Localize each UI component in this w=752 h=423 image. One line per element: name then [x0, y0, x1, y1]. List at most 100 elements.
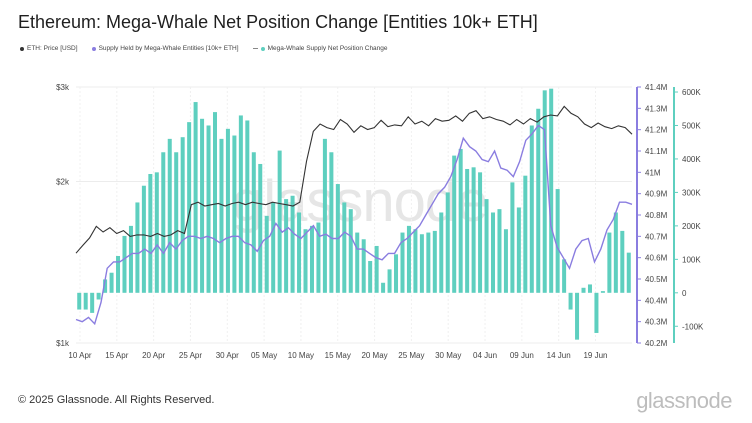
bar-net-position	[187, 122, 192, 293]
mid-axis-tick-label: 40.8M	[645, 211, 668, 220]
bar-net-position	[148, 174, 153, 293]
bar-net-position	[394, 254, 399, 293]
bar-net-position	[490, 212, 496, 293]
mid-axis-tick-label: 40.6M	[645, 254, 668, 263]
bar-net-position	[116, 255, 121, 293]
bar-net-position	[432, 230, 437, 293]
x-axis-tick-label: 09 Jun	[510, 351, 534, 360]
bar-net-position	[277, 150, 282, 293]
bar-net-position	[568, 292, 573, 310]
x-axis-tick-label: 20 May	[361, 351, 387, 360]
bar-net-position	[555, 189, 560, 293]
x-axis-tick-label: 04 Jun	[473, 351, 497, 360]
bar-net-position	[529, 125, 534, 293]
left-axis-tick-label: $3k	[56, 83, 70, 92]
bar-net-position	[413, 229, 418, 293]
bar-net-position	[232, 135, 237, 293]
mid-axis-tick-label: 41.1M	[645, 147, 668, 156]
bar-net-position	[245, 120, 250, 293]
legend-item-price[interactable]: ETH: Price [USD]	[20, 45, 78, 52]
bar-net-position	[206, 125, 211, 293]
x-axis-tick-label: 25 May	[398, 351, 424, 360]
bar-net-position	[406, 225, 411, 293]
bar-net-position	[122, 235, 127, 293]
bar-net-position	[575, 292, 580, 340]
x-axis-tick-label: 30 May	[435, 351, 461, 360]
right-axis-tick-label: 100K	[682, 255, 701, 264]
bar-net-position	[180, 137, 185, 293]
right-axis-tick-label: 400K	[682, 155, 701, 164]
bar-net-position	[471, 167, 476, 293]
bar-net-position	[549, 88, 554, 293]
bar-net-position	[510, 182, 515, 293]
mid-axis-tick-label: 41.3M	[645, 104, 668, 113]
copyright-footer: © 2025 Glassnode. All Rights Reserved.	[18, 394, 215, 406]
bar-net-position	[458, 148, 463, 293]
bar-net-position	[400, 232, 405, 293]
bar-net-position	[587, 284, 592, 293]
chart-title: Ethereum: Mega-Whale Net Position Change…	[18, 12, 538, 32]
bar-net-position	[161, 152, 166, 293]
bar-net-position	[154, 172, 159, 293]
bar-net-position	[77, 292, 82, 310]
legend-item-net-position[interactable]: Mega-Whale Supply Net Position Change	[252, 45, 388, 52]
right-axis-tick-label: 200K	[682, 222, 701, 231]
mid-axis-tick-label: 40.9M	[645, 190, 668, 199]
bar-net-position	[174, 152, 179, 293]
bar-net-position	[497, 209, 502, 293]
bar-net-position	[96, 292, 101, 300]
bar-net-position	[503, 229, 508, 293]
bar-net-position	[620, 230, 625, 293]
bar-net-position	[581, 287, 586, 293]
left-axis-tick-label: $2k	[56, 177, 70, 186]
bar-net-position	[465, 168, 470, 293]
x-axis-tick-label: 25 Apr	[179, 351, 202, 360]
right-axis-tick-label: 500K	[682, 121, 701, 130]
bar-net-position	[536, 108, 541, 293]
bar-net-position	[290, 195, 295, 293]
x-axis-tick-label: 05 May	[251, 351, 277, 360]
mid-axis-tick-label: 40.4M	[645, 296, 668, 305]
brand-logo: glassnode	[636, 388, 732, 413]
x-axis-tick-label: 14 Jun	[547, 351, 571, 360]
bar-net-position	[238, 115, 243, 293]
bar-net-position	[141, 185, 146, 293]
bar-net-position	[225, 128, 230, 293]
bar-net-position	[626, 252, 631, 293]
bar-net-position	[329, 152, 334, 293]
bar-net-position	[322, 138, 327, 293]
bar-net-position	[303, 229, 308, 293]
series-line-supply	[75, 124, 633, 326]
bar-net-position	[284, 199, 289, 293]
bar-net-position	[381, 282, 386, 293]
bar-net-position	[419, 234, 424, 293]
bar-net-position	[212, 112, 218, 293]
legend-item-supply[interactable]: Supply Held by Mega-Whale Entities [10k+…	[91, 45, 239, 52]
right-axis-tick-label: 0	[682, 289, 687, 298]
mid-axis-tick-label: 40.2M	[645, 339, 668, 348]
legend-label-supply: Supply Held by Mega-Whale Entities [10k+…	[98, 45, 239, 52]
legend-swatch-net-position	[260, 46, 265, 51]
bar-net-position	[523, 175, 528, 293]
bar-net-position	[355, 232, 360, 293]
bar-net-position	[600, 291, 605, 293]
bar-net-position	[607, 232, 612, 293]
bar-net-position	[452, 155, 457, 293]
bar-net-position	[251, 152, 256, 293]
x-axis-tick-label: 15 Apr	[105, 351, 128, 360]
x-axis-tick-label: 19 Jun	[583, 351, 607, 360]
bar-net-position	[542, 90, 547, 293]
legend: ETH: Price [USD] Supply Held by Mega-Wha…	[20, 45, 388, 52]
bar-net-position	[374, 245, 379, 293]
bar-net-position	[258, 163, 263, 293]
x-axis-tick-label: 15 May	[325, 351, 351, 360]
bar-net-position	[219, 138, 224, 293]
bar-net-position	[316, 222, 321, 293]
legend-swatch-price	[20, 46, 24, 51]
mid-axis-tick-label: 41.4M	[645, 83, 668, 92]
bar-net-position	[103, 279, 108, 293]
left-axis-tick-label: $1k	[56, 339, 70, 348]
mid-axis-tick-label: 41M	[645, 168, 661, 177]
bar-net-position	[594, 292, 599, 333]
